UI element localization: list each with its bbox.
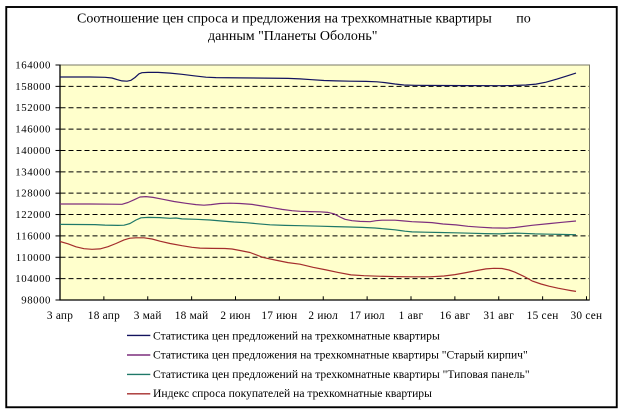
svg-text:3 май: 3 май — [134, 310, 162, 322]
svg-text:116000: 116000 — [16, 230, 51, 242]
svg-text:140000: 140000 — [15, 145, 51, 157]
svg-text:Индекс спроса покупателей на: Индекс спроса покупателей на трехкомнатн… — [153, 387, 432, 400]
svg-text:134000: 134000 — [15, 166, 51, 178]
svg-text:17 июн: 17 июн — [261, 310, 297, 322]
svg-text:30 сен: 30 сен — [570, 310, 602, 322]
svg-text:Статистика цен предложения на: Статистика цен предложения на трехкомнат… — [153, 349, 528, 362]
svg-text:146000: 146000 — [15, 124, 51, 136]
svg-text:128000: 128000 — [15, 188, 51, 200]
svg-text:18 апр: 18 апр — [88, 310, 120, 322]
svg-text:158000: 158000 — [15, 81, 51, 93]
svg-text:Соотношение цен спроса и предл: Соотношение цен спроса и предложения на … — [77, 12, 531, 27]
svg-text:164000: 164000 — [15, 60, 51, 72]
svg-text:31 авг: 31 авг — [483, 310, 514, 322]
svg-text:3 апр: 3 апр — [47, 310, 73, 322]
svg-text:98000: 98000 — [21, 295, 51, 307]
svg-text:18 май: 18 май — [175, 310, 209, 322]
svg-text:Статистика цен предложений на: Статистика цен предложений на трехкомнат… — [153, 368, 530, 381]
svg-text:122000: 122000 — [15, 209, 51, 221]
svg-text:1 авг: 1 авг — [399, 310, 424, 322]
svg-text:Статистика цен предложений на: Статистика цен предложений на трехкомнат… — [153, 329, 440, 342]
svg-text:104000: 104000 — [15, 273, 51, 285]
svg-text:152000: 152000 — [15, 102, 51, 114]
svg-text:17 июл: 17 июл — [349, 310, 385, 322]
svg-text:2 июл: 2 июл — [308, 310, 338, 322]
svg-text:110000: 110000 — [16, 252, 51, 264]
svg-text:данным "Планеты Оболонь": данным "Планеты Оболонь" — [208, 29, 377, 44]
svg-text:2 июн: 2 июн — [220, 310, 250, 322]
svg-text:16 авг: 16 авг — [440, 310, 471, 322]
svg-text:15 сен: 15 сен — [527, 310, 559, 322]
